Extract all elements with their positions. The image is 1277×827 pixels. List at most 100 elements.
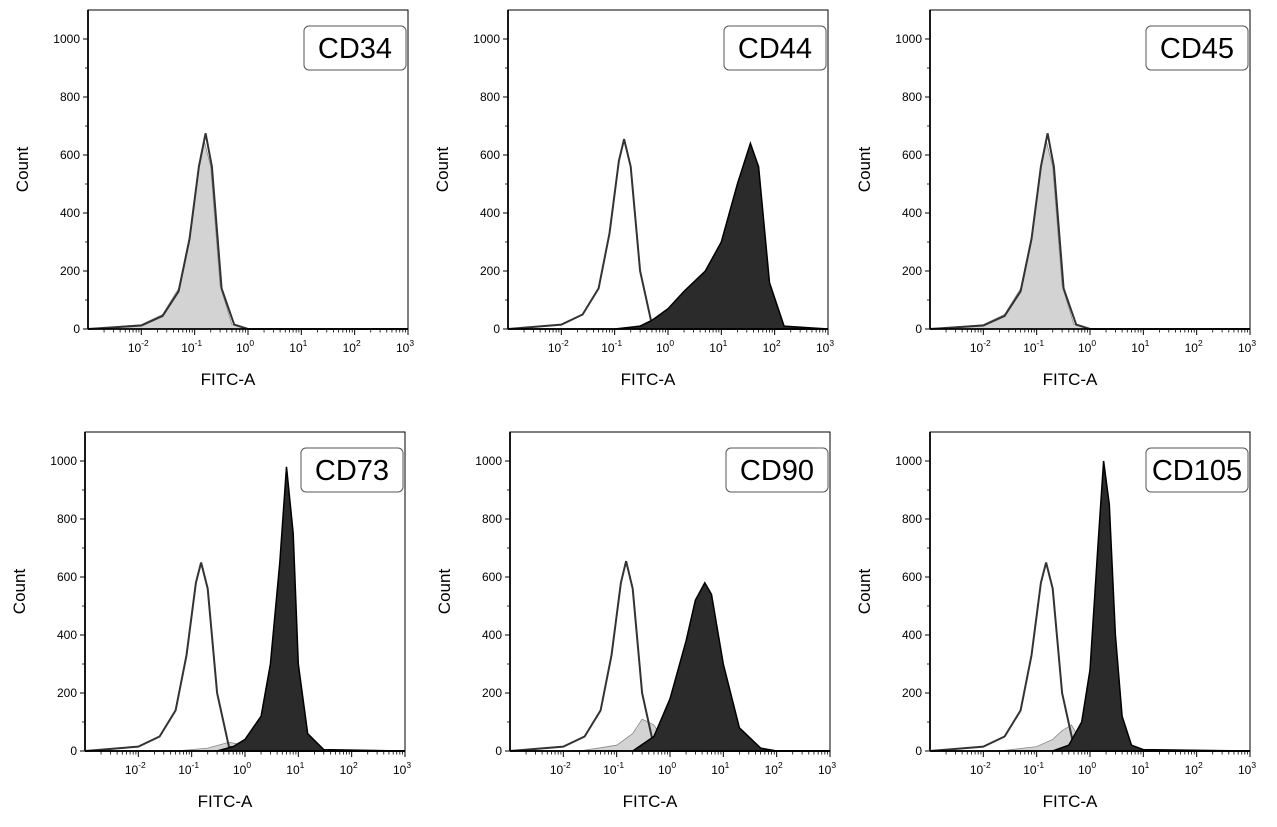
histogram-svg: 0 200 400 600 800 1000 10-2 10-1 100 101 102 103 FIT… [13, 9, 414, 389]
histogram-panel-cd34: 0 200 400 600 800 1000 10-2 10-1 100 101 102 103 FIT… [0, 0, 425, 405]
y-tick-label: 0 [915, 322, 922, 336]
x-tick-label: 101 [709, 338, 727, 355]
y-tick-label: 600 [902, 570, 922, 584]
stained-histogram-2 [930, 460, 1251, 752]
histogram-svg: 0 200 400 600 800 1000 10-2 10-1 100 101 102 103 FIT… [855, 9, 1256, 389]
y-tick-label: 200 [482, 686, 502, 700]
y-tick-label: 1000 [895, 32, 922, 46]
x-tick-label: 10-2 [970, 338, 991, 355]
y-tick-label: 200 [480, 264, 500, 278]
stained-histogram-1 [508, 141, 829, 330]
y-tick-label: 0 [70, 744, 77, 758]
x-tick-label: 10-1 [1023, 338, 1044, 355]
x-tick-label: 10-1 [181, 338, 202, 355]
x-tick-label: 102 [1185, 760, 1203, 777]
x-axis-title: FITC-A [623, 792, 678, 811]
y-tick-label: 800 [60, 90, 80, 104]
marker-label-cd34: CD34 [318, 33, 392, 65]
y-tick-label: 1000 [50, 454, 77, 468]
histogram-svg: 0 200 400 600 800 1000 10-2 10-1 100 101 102 103 FIT… [433, 9, 834, 389]
y-tick-label: 0 [73, 322, 80, 336]
histogram-panel-cd45: 0 200 400 600 800 1000 10-2 10-1 100 101 102 103 FIT… [842, 0, 1267, 405]
y-axis-title: Count [13, 147, 32, 193]
x-tick-label: 10-1 [1023, 760, 1044, 777]
x-tick-label: 103 [396, 338, 414, 355]
x-tick-label: 10-1 [603, 760, 624, 777]
x-tick-label: 10-2 [128, 338, 149, 355]
x-tick-label: 102 [343, 338, 361, 355]
x-tick-label: 100 [1078, 338, 1096, 355]
y-tick-label: 400 [902, 628, 922, 642]
filled-histogram-0 [87, 140, 408, 330]
x-tick-label: 100 [656, 338, 674, 355]
control-histogram-outline-1 [929, 133, 1250, 330]
y-tick-label: 600 [57, 570, 77, 584]
x-tick-label: 100 [1078, 760, 1096, 777]
y-axis-title: Count [435, 569, 454, 615]
marker-label-cd73: CD73 [315, 455, 389, 487]
x-tick-label: 10-1 [178, 760, 199, 777]
x-axis-title: FITC-A [1043, 370, 1098, 389]
y-tick-label: 0 [495, 744, 502, 758]
y-tick-label: 1000 [53, 32, 80, 46]
control-histogram-outline-0 [507, 138, 828, 330]
y-axis-title: Count [10, 569, 29, 615]
y-tick-label: 1000 [475, 454, 502, 468]
y-tick-label: 200 [57, 686, 77, 700]
control-histogram-outline-1 [87, 133, 408, 330]
y-tick-label: 200 [902, 264, 922, 278]
y-tick-label: 1000 [473, 32, 500, 46]
y-tick-label: 800 [480, 90, 500, 104]
y-tick-label: 1000 [895, 454, 922, 468]
y-tick-label: 400 [902, 206, 922, 220]
x-tick-label: 101 [711, 760, 729, 777]
y-tick-label: 0 [915, 744, 922, 758]
marker-label-cd105: CD105 [1152, 455, 1242, 487]
y-tick-label: 400 [480, 206, 500, 220]
x-tick-label: 103 [816, 338, 834, 355]
y-tick-label: 200 [60, 264, 80, 278]
x-tick-label: 103 [818, 760, 836, 777]
x-tick-label: 10-2 [970, 760, 991, 777]
histogram-svg: 0 200 400 600 800 1000 10-2 10-1 100 101 102 103 FIT… [435, 431, 836, 811]
histogram-panel-cd73: 0 200 400 600 800 1000 10-2 10-1 100 101 102 103 FIT… [0, 422, 422, 813]
marker-label-cd44: CD44 [738, 33, 812, 65]
marker-label-cd45: CD45 [1160, 33, 1234, 65]
x-tick-label: 103 [393, 760, 411, 777]
x-tick-label: 101 [289, 338, 307, 355]
y-tick-label: 400 [482, 628, 502, 642]
filled-histogram-0 [929, 140, 1250, 330]
y-tick-label: 800 [482, 512, 502, 526]
x-tick-label: 10-2 [550, 760, 571, 777]
y-tick-label: 0 [493, 322, 500, 336]
x-tick-label: 101 [1131, 760, 1149, 777]
marker-label-box [723, 25, 827, 71]
y-axis-title: Count [433, 147, 452, 193]
x-tick-label: 100 [236, 338, 254, 355]
x-tick-label: 100 [658, 760, 676, 777]
control-histogram-outline-1 [84, 562, 405, 752]
marker-label-box [303, 25, 407, 71]
marker-label-box [1145, 25, 1249, 71]
x-tick-label: 102 [1185, 338, 1203, 355]
y-axis-title: Count [855, 569, 874, 615]
y-tick-label: 600 [60, 148, 80, 162]
x-tick-label: 101 [1131, 338, 1149, 355]
x-tick-label: 101 [286, 760, 304, 777]
x-axis-title: FITC-A [1043, 792, 1098, 811]
marker-label-box [1145, 447, 1249, 493]
y-tick-label: 600 [482, 570, 502, 584]
histogram-svg: 0 200 400 600 800 1000 10-2 10-1 100 101 102 103 FIT… [10, 431, 411, 811]
x-tick-label: 102 [763, 338, 781, 355]
y-tick-label: 200 [902, 686, 922, 700]
histogram-svg: 0 200 400 600 800 1000 10-2 10-1 100 101 102 103 FIT… [855, 431, 1256, 811]
y-tick-label: 600 [902, 148, 922, 162]
histogram-panel-cd90: 0 200 400 600 800 1000 10-2 10-1 100 101 102 103 FIT… [422, 422, 847, 813]
marker-label-box [300, 447, 404, 493]
histogram-panel-cd105: 0 200 400 600 800 1000 10-2 10-1 100 101 102 103 FIT… [842, 422, 1267, 813]
histogram-panel-cd44: 0 200 400 600 800 1000 10-2 10-1 100 101 102 103 FIT… [420, 0, 845, 405]
marker-label-box [725, 447, 829, 493]
x-tick-label: 10-1 [601, 338, 622, 355]
x-tick-label: 103 [1238, 338, 1256, 355]
